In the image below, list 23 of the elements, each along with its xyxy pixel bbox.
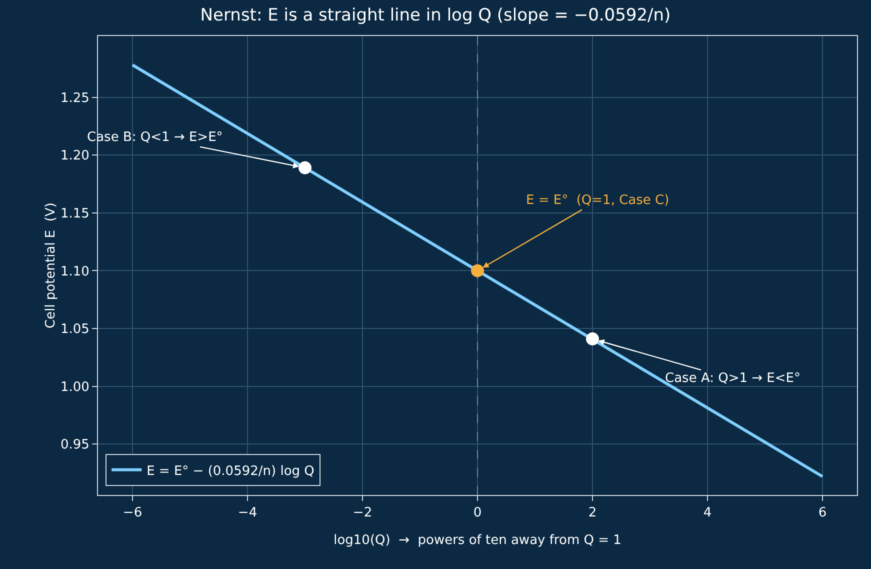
x-tick-label: 0: [473, 506, 482, 521]
point: [298, 161, 312, 174]
annotation: E = E° (Q=1, Case C): [526, 193, 670, 208]
y-tick-label: 1.10: [60, 264, 90, 280]
x-axis-title: log10(Q) → powers of ten away from Q = 1: [334, 533, 622, 548]
legend-label: E = E° − (0.0592/n) log Q: [146, 464, 314, 479]
y-tick-label: 0.95: [60, 438, 90, 453]
y-tick-label: 1.00: [60, 380, 90, 395]
x-tick-label: 6: [818, 506, 827, 521]
x-tick-label: −4: [238, 506, 258, 521]
x-tick-label: −2: [352, 506, 372, 521]
y-tick-label: 1.15: [60, 206, 90, 222]
chart-title: Nernst: E is a straight line in log Q (slope = −0.0592/n): [200, 5, 671, 26]
y-tick-label: 1.25: [60, 90, 90, 106]
annotation: Case A: Q>1 → E<E°: [665, 371, 800, 386]
x-tick-label: −6: [122, 506, 142, 521]
point: [586, 332, 599, 346]
point: [471, 264, 484, 278]
x-tick-label: 2: [588, 506, 597, 521]
y-axis-title: Cell potential E (V): [43, 202, 58, 328]
y-tick-label: 1.05: [60, 322, 90, 338]
y-tick-label: 1.20: [60, 148, 90, 164]
x-tick-label: 4: [703, 506, 712, 521]
